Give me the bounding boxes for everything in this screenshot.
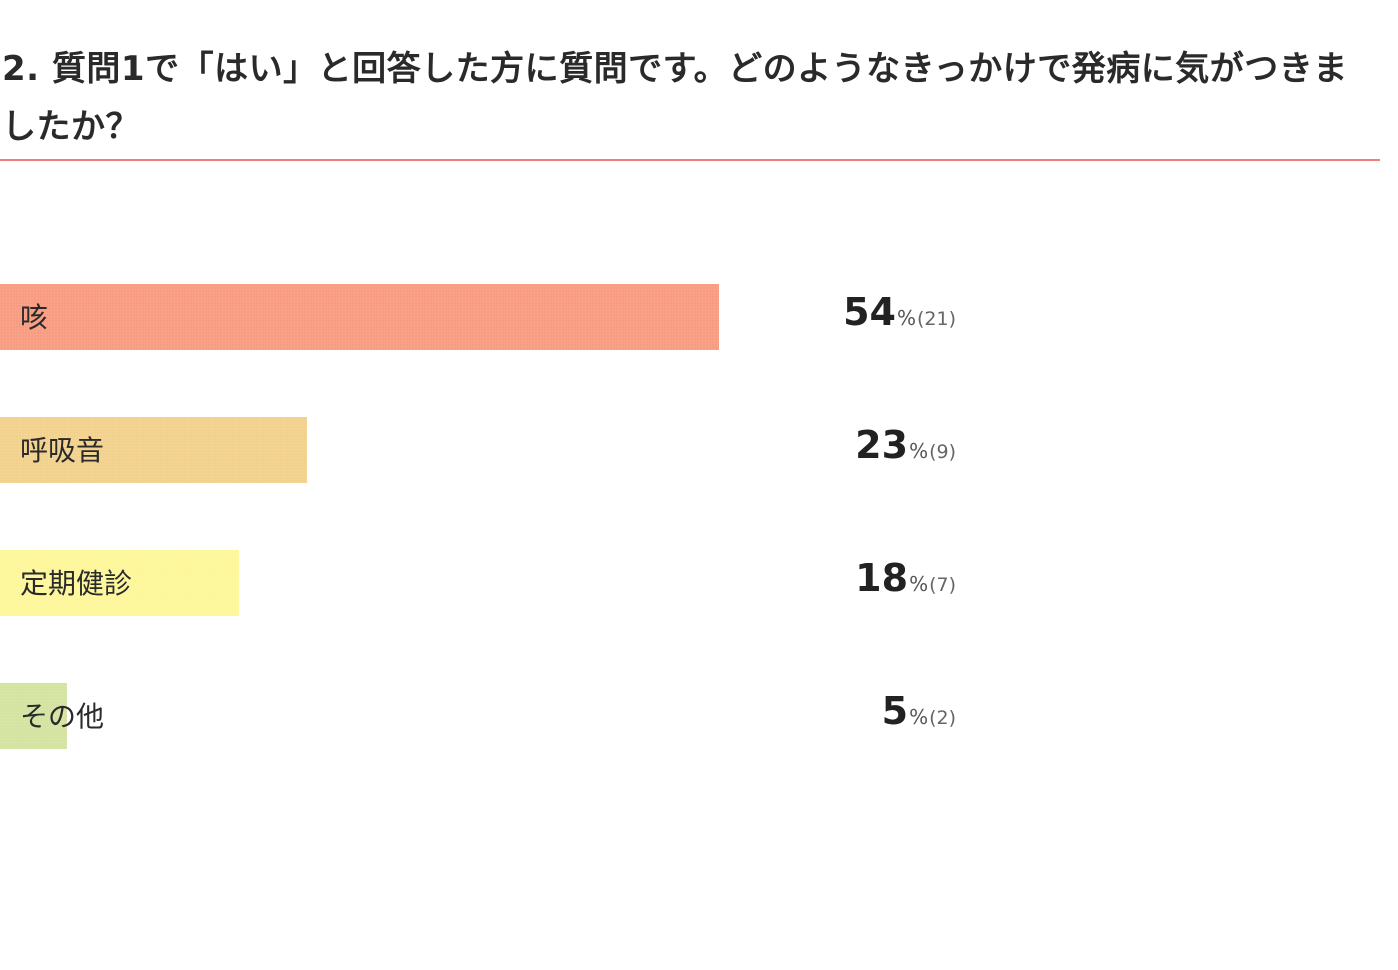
title-divider (0, 159, 1380, 161)
response-count: (21) (916, 308, 956, 330)
option-label: その他 (20, 700, 105, 733)
percentage: 54 (843, 290, 896, 334)
percentage: 23 (855, 423, 909, 467)
percent-sign: % (896, 306, 916, 330)
result-bar (0, 417, 307, 483)
result-value: 23 % (9) (855, 423, 956, 467)
percent-sign: % (909, 705, 929, 729)
question-title: 2. 質問1で「はい」と回答した方に質問です。どのようなきっかけで発病に気がつき… (2, 49, 1348, 147)
result-value: 54 % (21) (843, 290, 956, 334)
option-label: 呼吸音 (20, 434, 105, 467)
result-row-breath-sound: 呼吸音 23 % (9) (0, 417, 980, 483)
result-bar (0, 550, 239, 616)
result-bar (0, 683, 67, 749)
result-row-other: その他 5 % (2) (0, 683, 980, 749)
result-value: 5 % (2) (882, 689, 956, 733)
response-count: (9) (929, 441, 956, 463)
percentage: 5 (881, 689, 909, 733)
response-count: (7) (929, 574, 956, 596)
option-label: 定期健診 (20, 567, 133, 600)
result-row-checkup: 定期健診 18 % (7) (0, 550, 980, 616)
percent-sign: % (909, 572, 929, 596)
percentage: 18 (855, 556, 909, 600)
result-bar (0, 284, 719, 350)
response-count: (2) (929, 707, 956, 729)
option-label: 咳 (20, 301, 49, 334)
result-row-cough: 咳 54 % (21) (0, 284, 980, 350)
result-value: 18 % (7) (855, 556, 956, 600)
percent-sign: % (909, 439, 929, 463)
